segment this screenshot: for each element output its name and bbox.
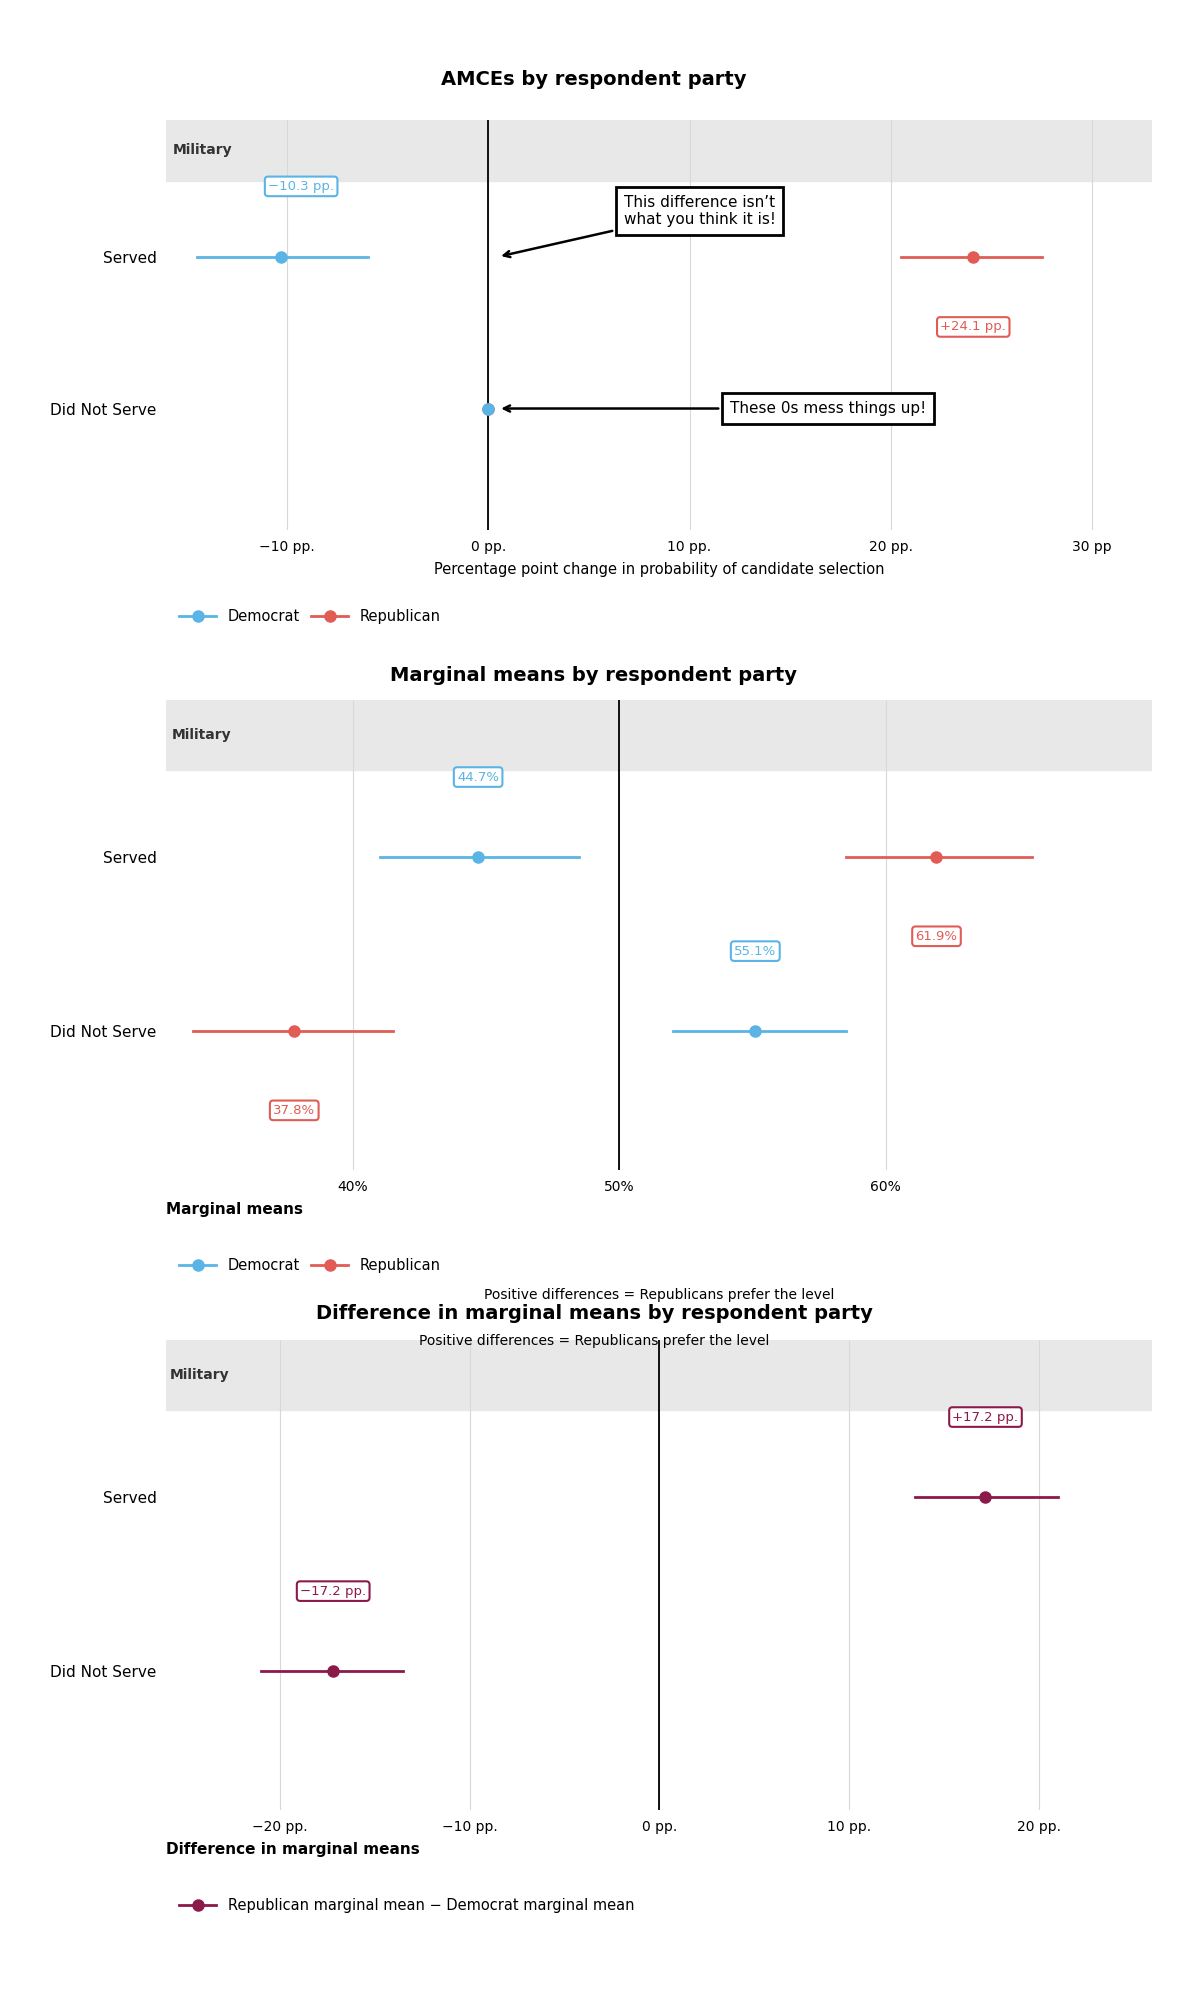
Text: Difference in marginal means by respondent party: Difference in marginal means by responde… <box>316 1304 872 1324</box>
Text: 55.1%: 55.1% <box>734 944 777 958</box>
Text: Marginal means by respondent party: Marginal means by respondent party <box>391 666 797 684</box>
Bar <box>166 700 1152 770</box>
Text: Positive differences = Republicans prefer the level: Positive differences = Republicans prefe… <box>485 1288 834 1302</box>
Text: 37.8%: 37.8% <box>273 1104 315 1116</box>
Text: +17.2 pp.: +17.2 pp. <box>953 1410 1018 1424</box>
Text: Positive differences = Republicans prefer the level: Positive differences = Republicans prefe… <box>419 1334 769 1348</box>
Text: +24.1 pp.: +24.1 pp. <box>941 320 1006 334</box>
X-axis label: Difference in marginal means: Difference in marginal means <box>166 1842 421 1858</box>
Text: −17.2 pp.: −17.2 pp. <box>301 1584 366 1598</box>
Text: Military: Military <box>170 1368 229 1382</box>
Bar <box>166 1340 1152 1410</box>
Text: This difference isn’t
what you think it is!: This difference isn’t what you think it … <box>504 194 776 258</box>
X-axis label: Percentage point change in probability of candidate selection: Percentage point change in probability o… <box>434 562 885 578</box>
X-axis label: Marginal means: Marginal means <box>166 1202 303 1218</box>
Text: −10.3 pp.: −10.3 pp. <box>268 180 334 192</box>
Legend: Democrat, Republican: Democrat, Republican <box>173 1252 447 1280</box>
Legend: Republican marginal mean − Democrat marginal mean: Republican marginal mean − Democrat marg… <box>173 1892 640 1920</box>
Text: 44.7%: 44.7% <box>457 770 499 784</box>
Bar <box>166 120 1152 180</box>
Text: These 0s mess things up!: These 0s mess things up! <box>504 402 925 416</box>
Legend: Democrat, Republican: Democrat, Republican <box>173 602 447 630</box>
Text: Military: Military <box>171 728 232 742</box>
Text: Military: Military <box>172 144 232 158</box>
Text: 61.9%: 61.9% <box>916 930 958 942</box>
Text: AMCEs by respondent party: AMCEs by respondent party <box>441 70 747 88</box>
